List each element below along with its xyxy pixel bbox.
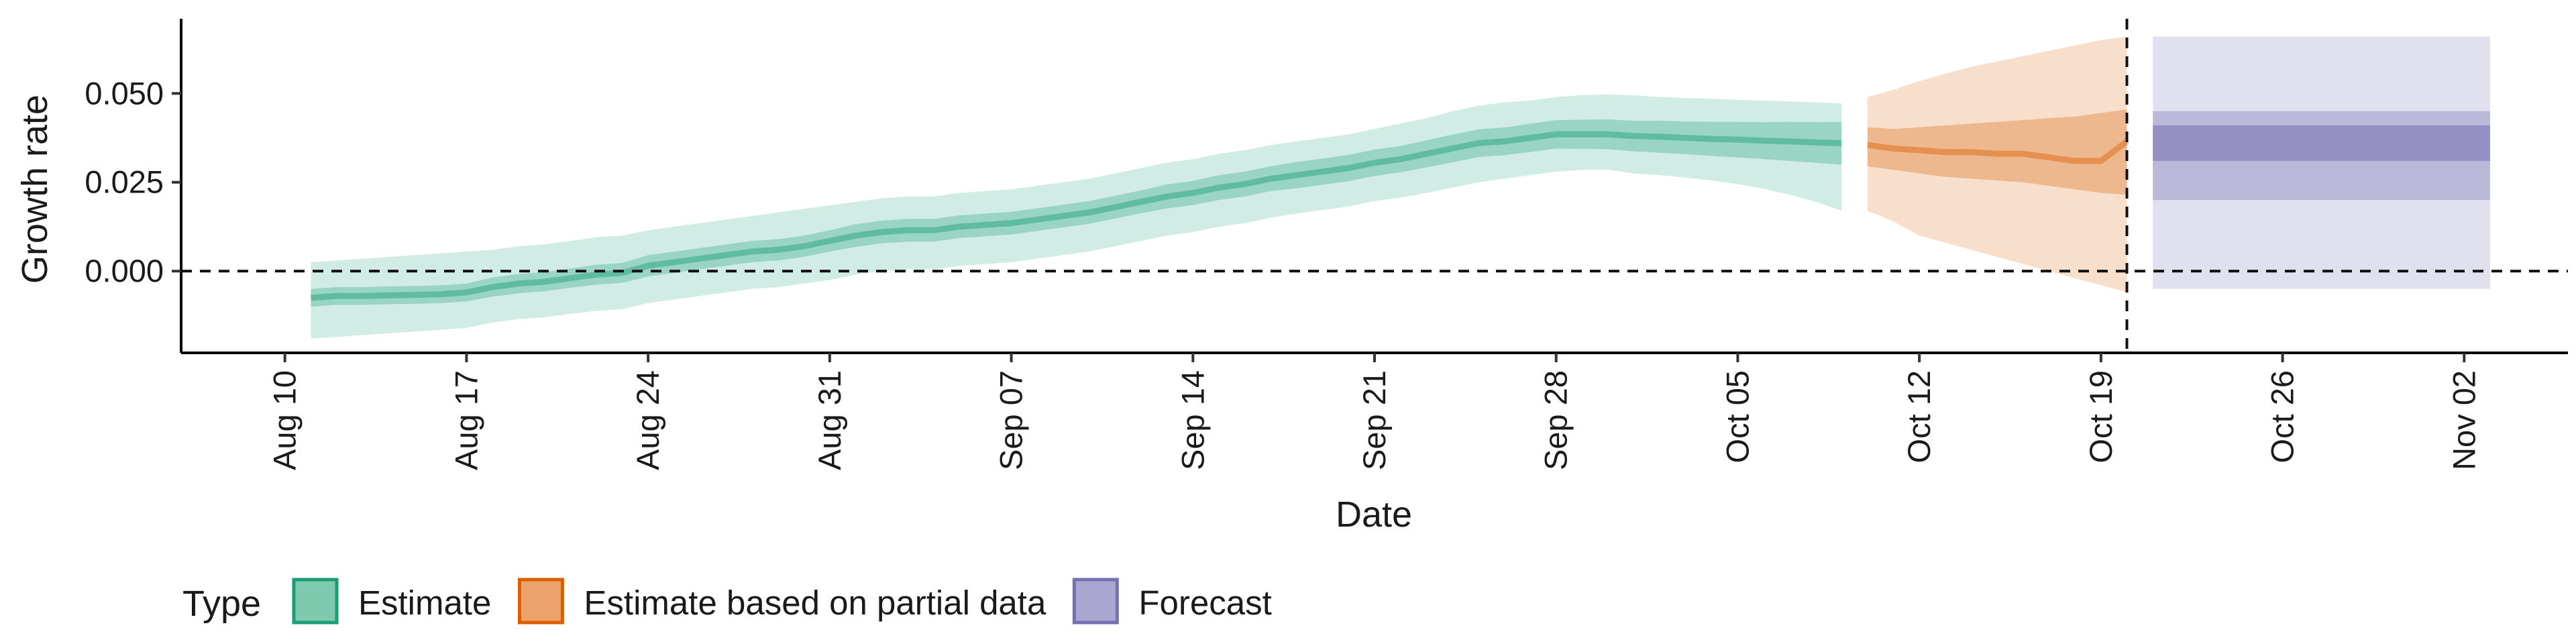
- x-tick-label: Oct 12: [1901, 370, 1937, 463]
- legend-label-forecast: Forecast: [1138, 584, 1271, 622]
- estimate-based-on-partial-data-median-line: [1867, 139, 2129, 164]
- x-tick-label: Sep 28: [1538, 370, 1574, 470]
- x-tick-label: Sep 21: [1356, 370, 1392, 470]
- forecast-band-50: [2153, 125, 2490, 161]
- x-tick-label: Sep 07: [994, 370, 1029, 470]
- legend: Type Estimate Estimate based on partial d…: [182, 578, 1272, 625]
- ticks: 0.000 0.025 0.050 Aug 10 Aug 17 Aug 24 Aug 31 S…: [85, 75, 2481, 470]
- x-tick-label: Oct 19: [2083, 370, 2118, 463]
- reference-lines: [181, 19, 2568, 353]
- x-tick-label: Aug 10: [267, 370, 303, 470]
- x-tick-label: Nov 02: [2446, 370, 2481, 470]
- x-tick-label: Aug 17: [448, 370, 484, 470]
- forecast-band-90: [2153, 36, 2490, 289]
- estimate-band-90: [311, 94, 1842, 339]
- lines-layer: [311, 131, 2129, 301]
- y-tick-label: 0.050: [85, 75, 164, 111]
- legend-swatch-forecast: [1072, 578, 1119, 625]
- legend-swatch-estimate-based-on-partial-data: [517, 578, 564, 625]
- estimate-based-on-partial-data-band-50: [1867, 109, 2127, 195]
- x-tick-label: Oct 05: [1719, 370, 1755, 463]
- legend-label-estimate: Estimate: [358, 584, 491, 622]
- estimate-based-on-partial-data-band-90: [1867, 36, 2127, 292]
- x-tick-label: Aug 31: [812, 370, 847, 470]
- x-tick-label: Sep 14: [1175, 370, 1210, 470]
- y-tick-label: 0.025: [85, 164, 164, 200]
- bands-layer: [311, 36, 2490, 339]
- x-tick-label: Aug 24: [630, 370, 665, 470]
- estimate-median-line: [311, 131, 1842, 301]
- estimate-band-50: [311, 119, 1842, 307]
- y-tick-label: 0.000: [85, 253, 164, 288]
- legend-swatch-estimate: [292, 578, 339, 625]
- legend-title: Type: [182, 584, 261, 624]
- y-axis-title: Growth rate: [15, 95, 55, 284]
- x-axis-title: Date: [1336, 494, 1412, 535]
- x-tick-label: Oct 26: [2265, 370, 2300, 463]
- legend-label-estimate-based-on-partial-data: Estimate based on partial data: [584, 584, 1046, 622]
